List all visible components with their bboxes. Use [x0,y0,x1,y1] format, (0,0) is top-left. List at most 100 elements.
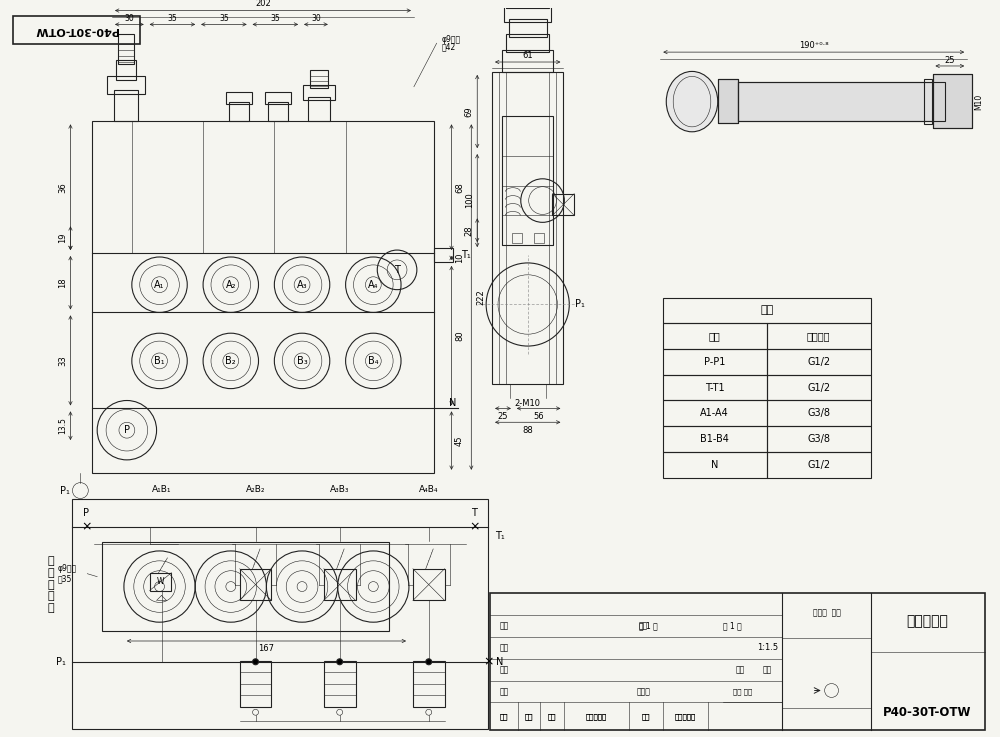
Text: G1/2: G1/2 [807,357,830,367]
Text: 图数文件号: 图数文件号 [585,713,607,719]
Text: ×: × [483,655,493,668]
Circle shape [426,659,432,665]
Text: 18: 18 [58,277,67,288]
Text: 25: 25 [498,412,508,421]
Text: 68: 68 [455,182,464,192]
Bar [663,400,767,426]
Bar [767,374,871,400]
Text: 比例: 比例 [763,666,772,674]
Text: N: N [449,399,456,408]
Bar [324,661,356,708]
Bar [767,324,871,349]
Text: P: P [124,425,130,435]
Bar [265,91,291,104]
Text: 69: 69 [465,106,474,116]
Bar [502,50,553,72]
Text: M10: M10 [975,94,984,110]
Text: N: N [496,657,504,667]
Text: 2-M10: 2-M10 [515,399,541,408]
Circle shape [253,659,259,665]
Bar [512,233,522,243]
Text: 审核: 审核 [499,643,509,652]
Text: 35: 35 [219,14,229,23]
Text: T₁: T₁ [495,531,505,541]
Text: 45: 45 [455,436,464,446]
Bar [663,298,871,324]
Text: 批准: 批准 [639,621,648,631]
Text: ×: × [81,520,92,534]
Text: 分区: 分区 [547,713,556,719]
Text: 33: 33 [58,355,67,366]
Bar [229,102,249,122]
Text: 25: 25 [945,55,955,65]
Text: 80: 80 [455,330,464,341]
Bar [102,542,389,631]
Bar [738,82,945,122]
Text: 版本号  类型: 版本号 类型 [813,609,841,618]
Text: 年、月、日: 年、月、日 [674,713,696,719]
Text: 接口: 接口 [709,331,721,341]
Text: ×: × [469,520,480,534]
Text: 100: 100 [465,192,474,209]
Text: B₄: B₄ [368,356,379,366]
Bar [303,85,335,99]
Bar [506,35,549,52]
Text: A₄: A₄ [368,280,379,290]
Bar [718,79,738,123]
Bar [767,426,871,452]
Text: 签名: 签名 [641,713,650,719]
Text: 13.5: 13.5 [58,417,67,434]
Bar [413,569,445,601]
Text: T: T [471,509,477,518]
Text: T-T1: T-T1 [705,383,725,393]
Bar [738,82,945,122]
Text: φ9通孔: φ9通孔 [442,35,461,43]
Text: 标准化: 标准化 [637,687,650,696]
Text: 10: 10 [455,253,464,263]
Text: B₁: B₁ [154,356,165,366]
Bar [933,74,972,128]
Bar [718,79,738,123]
Text: 图数文件号: 图数文件号 [585,713,607,719]
Bar [509,19,547,38]
Text: 28: 28 [465,225,474,236]
Ellipse shape [666,71,718,132]
Text: 校对: 校对 [499,666,509,674]
Text: N: N [711,460,718,469]
Text: 167: 167 [258,644,274,654]
Text: A₂B₂: A₂B₂ [246,485,265,494]
Text: 1:1.5: 1:1.5 [757,643,778,652]
Bar [114,90,138,122]
Text: P₁: P₁ [575,299,585,310]
Bar [663,374,767,400]
Text: 56: 56 [533,412,544,421]
Bar [663,426,767,452]
Text: 30: 30 [124,14,134,23]
Text: 高35: 高35 [58,574,72,583]
Circle shape [337,659,343,665]
Text: 液
压
原
理
图: 液 压 原 理 图 [47,556,54,612]
Text: G1/2: G1/2 [807,383,830,393]
Text: 设计: 设计 [499,687,509,696]
Bar [502,116,553,245]
Bar [492,72,563,384]
Bar [240,569,271,601]
Bar [663,452,767,478]
Text: 签名: 签名 [641,713,650,719]
Text: φ9通孔: φ9通孔 [58,565,77,573]
Bar [767,349,871,374]
Text: 35: 35 [168,14,177,23]
Bar [226,91,252,104]
Text: P₁: P₁ [60,486,69,495]
Text: W: W [157,577,164,586]
Text: 共 1 张: 共 1 张 [639,621,658,631]
Text: 工艺: 工艺 [499,621,509,631]
Text: 190⁺⁰·⁸: 190⁺⁰·⁸ [799,41,829,49]
Text: 30: 30 [311,14,321,23]
Text: P40-30T-OTW: P40-30T-OTW [35,25,118,35]
Text: A₃B₃: A₃B₃ [330,485,349,494]
Text: 数量: 数量 [524,713,533,719]
Text: T: T [394,265,400,275]
Text: 年、月、日: 年、月、日 [674,713,696,719]
Text: A₁: A₁ [154,280,165,290]
